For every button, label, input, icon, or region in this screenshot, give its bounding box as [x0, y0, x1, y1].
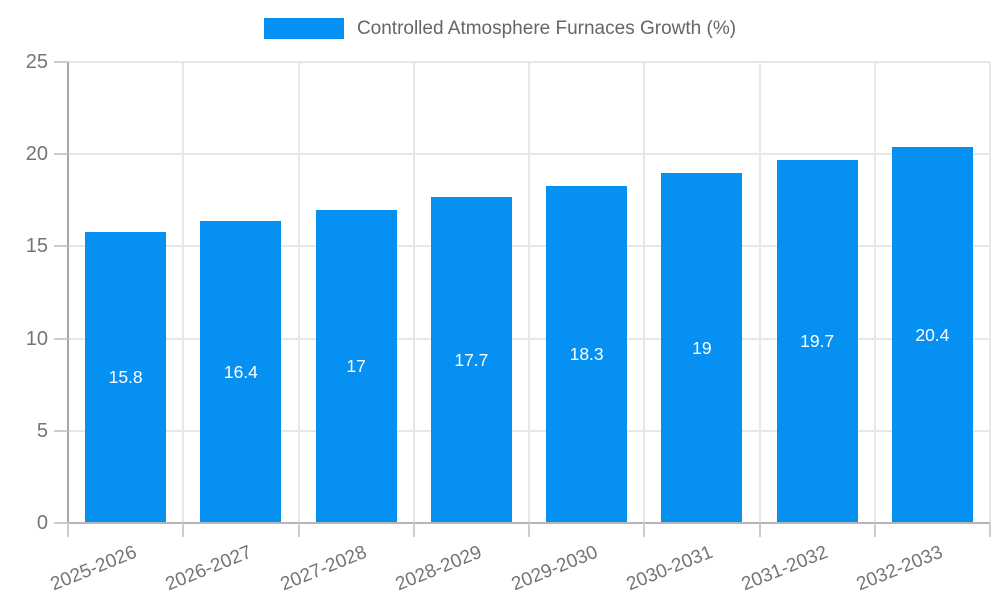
- legend-label[interactable]: Controlled Atmosphere Furnaces Growth (%…: [356, 18, 737, 39]
- y-tick-mark: [54, 153, 68, 156]
- y-tick-label: 10: [25, 327, 48, 350]
- x-tick-mark: [643, 523, 646, 537]
- y-tick-mark: [54, 245, 68, 248]
- bar[interactable]: 17: [315, 209, 397, 523]
- y-tick-label: 5: [36, 419, 48, 442]
- x-tick-mark: [182, 523, 185, 537]
- x-tick-mark: [989, 523, 991, 537]
- plot-area: 15.8 16.4 17 17.7 18.3 19 19.7 20.4: [68, 61, 991, 523]
- legend[interactable]: Controlled Atmosphere Furnaces Growth (%…: [0, 18, 1000, 39]
- bar-value-label: 18.3: [569, 344, 604, 365]
- y-tick-mark: [54, 522, 68, 524]
- v-gridline: [873, 62, 876, 523]
- v-gridline: [989, 62, 991, 523]
- y-tick-mark: [54, 429, 68, 432]
- bar[interactable]: 16.4: [200, 220, 282, 523]
- h-gridline: [68, 61, 990, 63]
- v-gridline: [528, 62, 530, 523]
- y-tick-mark: [54, 337, 68, 340]
- x-tick-mark: [758, 523, 761, 537]
- bar-value-label: 15.8: [108, 367, 143, 388]
- legend-swatch[interactable]: [263, 18, 344, 39]
- x-tick-mark: [873, 523, 876, 537]
- v-gridline: [412, 62, 415, 523]
- v-gridline: [758, 62, 761, 523]
- bar-value-label: 16.4: [223, 361, 258, 382]
- bar-value-label: 17: [346, 356, 366, 377]
- bar[interactable]: 19: [661, 172, 743, 523]
- y-tick-label: 15: [25, 235, 48, 258]
- y-tick-label: 20: [25, 143, 48, 166]
- v-gridline: [643, 62, 646, 523]
- bar-value-label: 19: [692, 337, 712, 358]
- bar[interactable]: 18.3: [546, 185, 628, 523]
- y-axis-line: [67, 62, 69, 537]
- bar[interactable]: 19.7: [776, 159, 858, 523]
- y-axis: 0 5 10 15 20 25: [0, 51, 48, 534]
- y-tick-mark: [54, 61, 68, 63]
- x-tick-label: 2025-2026: [47, 541, 140, 596]
- bar-value-label: 17.7: [454, 349, 489, 370]
- v-gridline: [182, 62, 185, 523]
- h-gridline: [68, 153, 990, 156]
- v-gridline: [297, 62, 300, 523]
- x-tick-mark: [528, 523, 530, 537]
- bar[interactable]: 20.4: [891, 146, 973, 523]
- bar-value-label: 19.7: [800, 331, 835, 352]
- bar[interactable]: 15.8: [85, 231, 167, 523]
- bar-value-label: 20.4: [915, 324, 950, 345]
- x-tick-mark: [297, 523, 300, 537]
- y-tick-label: 25: [25, 51, 48, 73]
- x-tick-mark: [412, 523, 415, 537]
- bar[interactable]: 17.7: [430, 196, 512, 523]
- y-tick-label: 0: [36, 512, 48, 534]
- x-tick-mark: [67, 523, 69, 537]
